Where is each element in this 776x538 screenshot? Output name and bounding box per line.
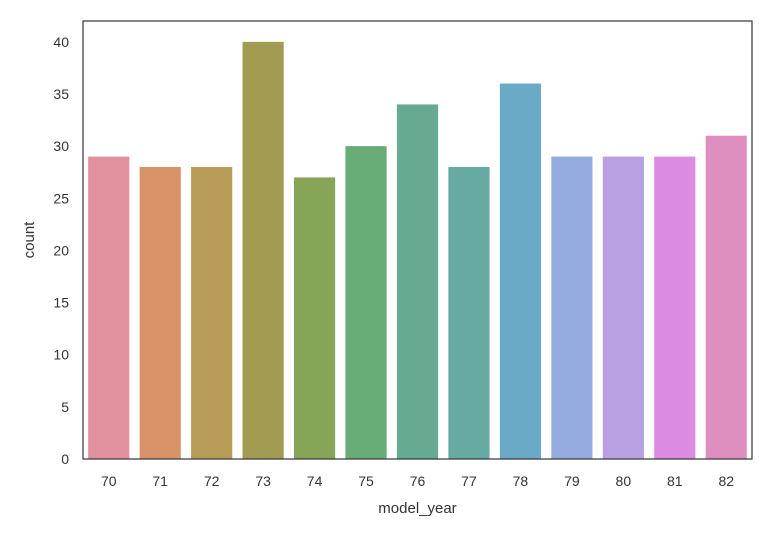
bar-82 — [705, 135, 747, 459]
x-tick-label: 78 — [513, 473, 529, 489]
y-tick-label: 20 — [53, 242, 69, 258]
x-tick-label: 70 — [101, 473, 117, 489]
plot-frame — [82, 20, 753, 460]
x-axis-label: model_year — [378, 500, 456, 517]
bar-81 — [654, 156, 696, 459]
bar-75 — [345, 146, 387, 459]
y-tick-label: 25 — [53, 190, 69, 206]
bar-71 — [139, 167, 181, 459]
x-tick-label: 77 — [461, 473, 477, 489]
y-tick-label: 5 — [61, 399, 69, 415]
bar-79 — [551, 156, 593, 459]
x-tick-label: 79 — [564, 473, 580, 489]
x-tick-label: 81 — [667, 473, 683, 489]
x-tick-label: 73 — [255, 473, 271, 489]
x-tick-label: 82 — [718, 473, 734, 489]
x-tick-label: 71 — [152, 473, 168, 489]
x-tick-label: 74 — [307, 473, 323, 489]
y-tick-label: 35 — [53, 86, 69, 102]
x-tick-label: 72 — [204, 473, 220, 489]
x-tick-label: 80 — [616, 473, 632, 489]
y-tick-label: 15 — [53, 295, 69, 311]
bar-70 — [88, 156, 130, 459]
y-ticks-group: 0 5 10 15 20 25 30 35 40 — [53, 34, 69, 467]
x-ticks-group: 70 71 72 73 74 75 76 77 78 79 80 81 82 — [101, 473, 734, 489]
y-tick-label: 0 — [61, 451, 69, 467]
bars-group — [88, 41, 747, 460]
y-tick-label: 40 — [53, 34, 69, 50]
bar-73 — [242, 41, 284, 460]
bar-76 — [396, 104, 439, 460]
bar-74 — [293, 177, 336, 459]
x-tick-label: 75 — [358, 473, 374, 489]
bar-78 — [499, 83, 542, 459]
y-axis-label: count — [21, 221, 38, 259]
bar-80 — [602, 156, 644, 459]
x-tick-label: 76 — [410, 473, 426, 489]
bar-77 — [448, 167, 490, 459]
y-tick-label: 30 — [53, 138, 69, 154]
bar-72 — [191, 167, 233, 459]
y-tick-label: 10 — [53, 347, 69, 363]
